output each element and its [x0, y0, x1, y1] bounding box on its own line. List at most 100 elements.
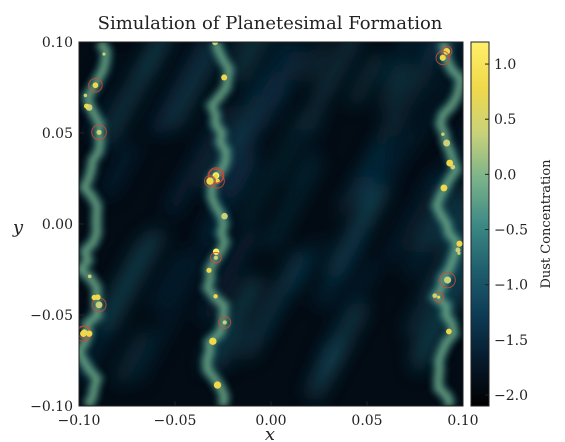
- dust-haze-streak: [93, 237, 149, 328]
- dust-clump: [446, 328, 452, 335]
- colorbar-tick-label: 1.0: [494, 57, 516, 73]
- dust-haze-streak: [380, 42, 418, 88]
- x-tick-label: 0.10: [447, 413, 478, 429]
- dust-clump: [441, 132, 445, 136]
- dust-clump: [221, 74, 228, 81]
- dust-clump: [443, 139, 451, 147]
- dust-haze-streak: [168, 42, 223, 131]
- dust-clump: [221, 212, 228, 220]
- clump-ring: [210, 251, 222, 264]
- dust-haze-streak: [230, 42, 264, 83]
- dust-clump: [444, 276, 452, 284]
- dust-clump: [81, 329, 88, 336]
- colorbar-ticks: 1.0 0.5 0.0 −0.5 −1.0 −1.5 −2.0: [485, 57, 528, 404]
- dust-filaments: [79, 42, 463, 406]
- x-tick-label: 0.05: [351, 413, 382, 429]
- dust-haze-streak: [113, 329, 151, 384]
- x-axis-ticks: −0.10 −0.05 0.00 0.05 0.10: [58, 401, 479, 429]
- dust-clump: [213, 255, 219, 260]
- dust-haze-streak: [242, 117, 306, 225]
- dust-haze-streak: [304, 42, 331, 83]
- colorbar-tick-label: 0.5: [494, 112, 516, 128]
- colorbar-tick-label: −0.5: [494, 223, 528, 239]
- clump-ring: [439, 271, 456, 289]
- colorbar: 1.0 0.5 0.0 −0.5 −1.0 −1.5 −2.0 Dust Concentra…: [470, 41, 554, 407]
- dust-haze-streak: [202, 275, 263, 372]
- plot-area: [79, 42, 463, 406]
- x-tick-label: −0.10: [58, 413, 101, 429]
- y-tick-label: −0.05: [30, 308, 73, 324]
- dust-clump: [222, 320, 227, 325]
- y-tick-label: −0.10: [30, 399, 73, 415]
- dust-haze-streak: [244, 42, 291, 109]
- dust-haze-streak: [284, 114, 328, 187]
- dust-clump: [456, 240, 463, 247]
- y-tick-label: 0.00: [42, 217, 73, 233]
- colorbar-tick-label: 0.0: [494, 167, 516, 183]
- dust-clump: [213, 173, 219, 179]
- dust-clump: [87, 274, 92, 279]
- chart-title: Simulation of Planetesimal Formation: [98, 13, 443, 34]
- dust-haze-streak: [100, 42, 169, 146]
- dust-clump: [213, 381, 222, 389]
- dust-clump: [212, 248, 220, 255]
- colorbar-tick-label: −1.0: [494, 278, 528, 294]
- clump-ring: [203, 175, 216, 188]
- dust-clump: [94, 294, 101, 301]
- dust-haze-streak: [150, 248, 191, 312]
- dust-haze-streak: [292, 236, 327, 294]
- colorbar-gradient: [470, 41, 490, 407]
- y-axis-ticks: 0.10 0.05 0.00 −0.05 −0.10: [30, 35, 84, 415]
- dust-clump: [102, 52, 106, 56]
- x-tick-label: 0.00: [255, 413, 286, 429]
- colorbar-tick-label: −2.0: [494, 388, 528, 404]
- dust-clump: [440, 184, 448, 192]
- y-tick-label: 0.05: [42, 126, 73, 142]
- clump-ring: [435, 50, 451, 66]
- dust-clump: [439, 54, 446, 61]
- clump-ring: [218, 316, 232, 329]
- dust-haze-streak: [260, 87, 286, 129]
- dust-clump: [206, 267, 212, 273]
- dust-filament-core: [432, 42, 463, 406]
- dust-clump: [96, 129, 102, 135]
- dust-clump: [209, 337, 217, 346]
- dust-clump: [213, 294, 218, 299]
- dust-clump: [83, 93, 88, 98]
- colorbar-label: Dust Concentration: [539, 159, 554, 289]
- dust-haze-streak: [150, 42, 214, 137]
- dust-clump: [437, 295, 441, 299]
- dust-clump: [455, 247, 461, 253]
- dust-haze-streak: [307, 302, 368, 400]
- dust-haze-streak: [300, 42, 357, 131]
- x-axis-label: x: [265, 424, 275, 442]
- dust-clump: [92, 82, 99, 89]
- y-tick-label: 0.10: [42, 35, 73, 51]
- dust-haze-streak: [264, 155, 322, 251]
- y-axis-label: y: [12, 217, 24, 238]
- clump-ring: [88, 77, 103, 93]
- dust-clumps: [79, 42, 463, 389]
- dust-filament-core: [204, 42, 232, 406]
- colorbar-tick-label: −1.5: [494, 333, 528, 349]
- dust-haze-streak: [219, 326, 247, 371]
- x-tick-label: −0.05: [154, 413, 197, 429]
- dust-haze-streak: [419, 42, 446, 69]
- dust-clump: [83, 103, 90, 109]
- dust-haze-streak: [365, 86, 420, 179]
- dust-filament-core: [79, 42, 109, 406]
- dust-haze-streak: [224, 152, 258, 201]
- dust-haze-streak: [315, 226, 368, 309]
- dust-clump: [446, 159, 454, 167]
- dust-haze-streak: [347, 51, 385, 107]
- dust-haze-streak: [381, 63, 413, 111]
- dust-clump: [432, 293, 438, 299]
- dust-haze-streak: [236, 47, 303, 156]
- dust-clump: [86, 330, 93, 337]
- dust-haze-streak: [386, 170, 441, 262]
- dust-haze-streak: [252, 248, 310, 343]
- dust-haze-streak: [133, 309, 178, 383]
- clump-ring: [91, 124, 107, 141]
- dust-haze-streak: [100, 141, 140, 199]
